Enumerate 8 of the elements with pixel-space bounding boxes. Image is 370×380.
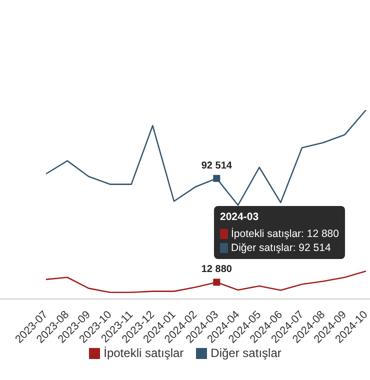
data-label: 92 514 (201, 160, 232, 172)
annotation: İpotekli satışlar: 12 880 (231, 227, 339, 241)
data-label: 12 880 (201, 264, 232, 276)
annotation: Diğer satışlar: 92 514 (231, 241, 331, 255)
legend-label: Diğer satışlar (210, 346, 282, 360)
legend-label: İpotekli satışlar (102, 346, 184, 360)
tooltip-box: 2024-03 İpotekli satışlar: 12 880 Diğer satışlar: 92 514 (214, 206, 345, 259)
annotation: 2024-03 (220, 210, 259, 224)
